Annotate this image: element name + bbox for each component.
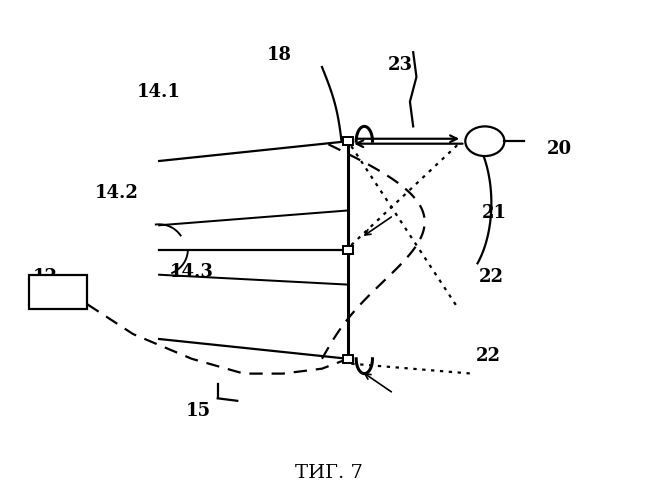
Bar: [343, 355, 353, 362]
Bar: [343, 246, 353, 254]
Text: 23: 23: [388, 56, 413, 74]
Text: 20: 20: [547, 140, 572, 158]
Bar: [29, 274, 87, 310]
Bar: [343, 138, 353, 145]
Text: 22: 22: [479, 268, 504, 286]
Text: 21: 21: [482, 204, 507, 222]
Text: 14.1: 14.1: [137, 83, 181, 101]
Circle shape: [465, 126, 505, 156]
Text: 22: 22: [476, 348, 501, 366]
Text: 18: 18: [267, 46, 292, 64]
Text: ΤИГ. 7: ΤИГ. 7: [294, 464, 363, 481]
Text: 14.2: 14.2: [95, 184, 139, 202]
Text: 15: 15: [186, 402, 211, 419]
Text: 14.3: 14.3: [170, 263, 214, 281]
Text: 12: 12: [33, 268, 58, 286]
